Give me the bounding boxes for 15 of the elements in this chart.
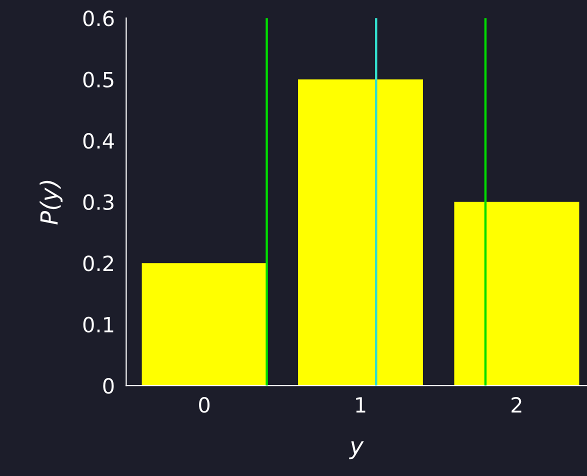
- x-tick-label: 0: [199, 397, 210, 413]
- x-tick-label: 2: [512, 397, 522, 412]
- y-tick-label: 0.6: [83, 10, 114, 26]
- y-tick-label: 0.3: [83, 194, 114, 210]
- bar: [298, 79, 423, 386]
- bar: [454, 202, 580, 386]
- x-tick-label: 1: [356, 397, 366, 412]
- y-tick-label: 0: [103, 378, 114, 394]
- bar: [142, 263, 267, 386]
- y-axis-title: P(y): [40, 180, 63, 225]
- y-tick-label: 0.2: [83, 256, 114, 272]
- y-tick-label: 0.5: [83, 72, 114, 88]
- y-tick-label: 0.4: [83, 133, 114, 149]
- y-tick-label: 0.1: [83, 316, 114, 333]
- x-axis-title: y: [349, 441, 364, 460]
